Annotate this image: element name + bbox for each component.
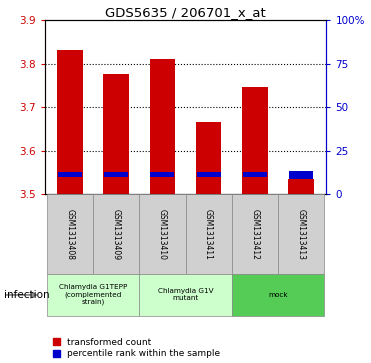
Bar [58,172,82,177]
Text: Chlamydia G1TEPP
(complemented
strain): Chlamydia G1TEPP (complemented strain) [59,285,127,305]
Text: GSM1313410: GSM1313410 [158,209,167,260]
Text: Chlamydia G1V
mutant: Chlamydia G1V mutant [158,289,213,301]
Bar [150,172,174,177]
Bar [93,194,139,274]
Text: GSM1313412: GSM1313412 [250,209,259,260]
Bar [197,172,221,177]
Bar [278,194,324,274]
Bar [232,274,324,316]
Bar [196,122,221,194]
Title: GDS5635 / 206701_x_at: GDS5635 / 206701_x_at [105,6,266,19]
Bar [243,172,267,177]
Bar [104,74,129,194]
Text: GSM1313411: GSM1313411 [204,209,213,260]
Bar [139,194,186,274]
Bar [47,194,93,274]
Bar [242,87,267,194]
Legend: transformed count, percentile rank within the sample: transformed count, percentile rank withi… [53,338,220,359]
Bar [47,274,139,316]
Text: GSM1313408: GSM1313408 [65,209,75,260]
Bar [150,59,175,194]
Text: mock: mock [268,292,288,298]
Bar [288,179,314,194]
Bar [186,194,232,274]
Bar [232,194,278,274]
Bar [104,172,128,177]
Bar [57,50,83,194]
Text: GSM1313409: GSM1313409 [112,209,121,260]
Text: GSM1313413: GSM1313413 [296,209,306,260]
Bar [289,171,313,179]
Bar [139,274,232,316]
Text: infection: infection [4,290,49,300]
